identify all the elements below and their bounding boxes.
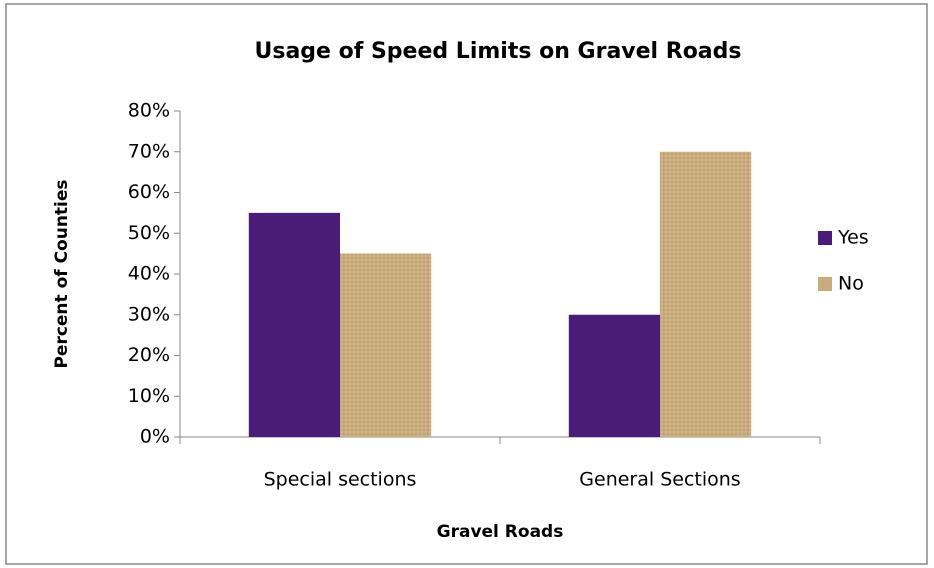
y-tick-label: 50% <box>128 222 170 244</box>
y-tick-label: 40% <box>128 263 170 285</box>
y-tick-label: 60% <box>128 181 170 203</box>
y-tick-label: 0% <box>140 426 170 448</box>
chart-title: Usage of Speed Limits on Gravel Roads <box>254 39 741 64</box>
x-axis-label: Gravel Roads <box>437 522 564 542</box>
legend-label: No <box>838 273 864 295</box>
y-axis-label: Percent of Counties <box>52 179 72 368</box>
legend-label: Yes <box>837 227 869 249</box>
y-tick-label: 80% <box>128 100 170 122</box>
x-tick-label: General Sections <box>579 469 740 491</box>
legend-swatch <box>818 277 832 291</box>
bar <box>340 253 432 437</box>
y-tick-label: 10% <box>128 385 170 407</box>
x-tick-label: Special sections <box>264 469 417 491</box>
y-tick-label: 30% <box>128 303 170 325</box>
chart-border <box>5 3 928 565</box>
bar <box>568 314 660 437</box>
y-tick-label: 20% <box>128 344 170 366</box>
y-tick-label: 70% <box>128 140 170 162</box>
bar <box>660 151 752 437</box>
legend-swatch <box>818 231 832 245</box>
bar <box>248 212 340 437</box>
